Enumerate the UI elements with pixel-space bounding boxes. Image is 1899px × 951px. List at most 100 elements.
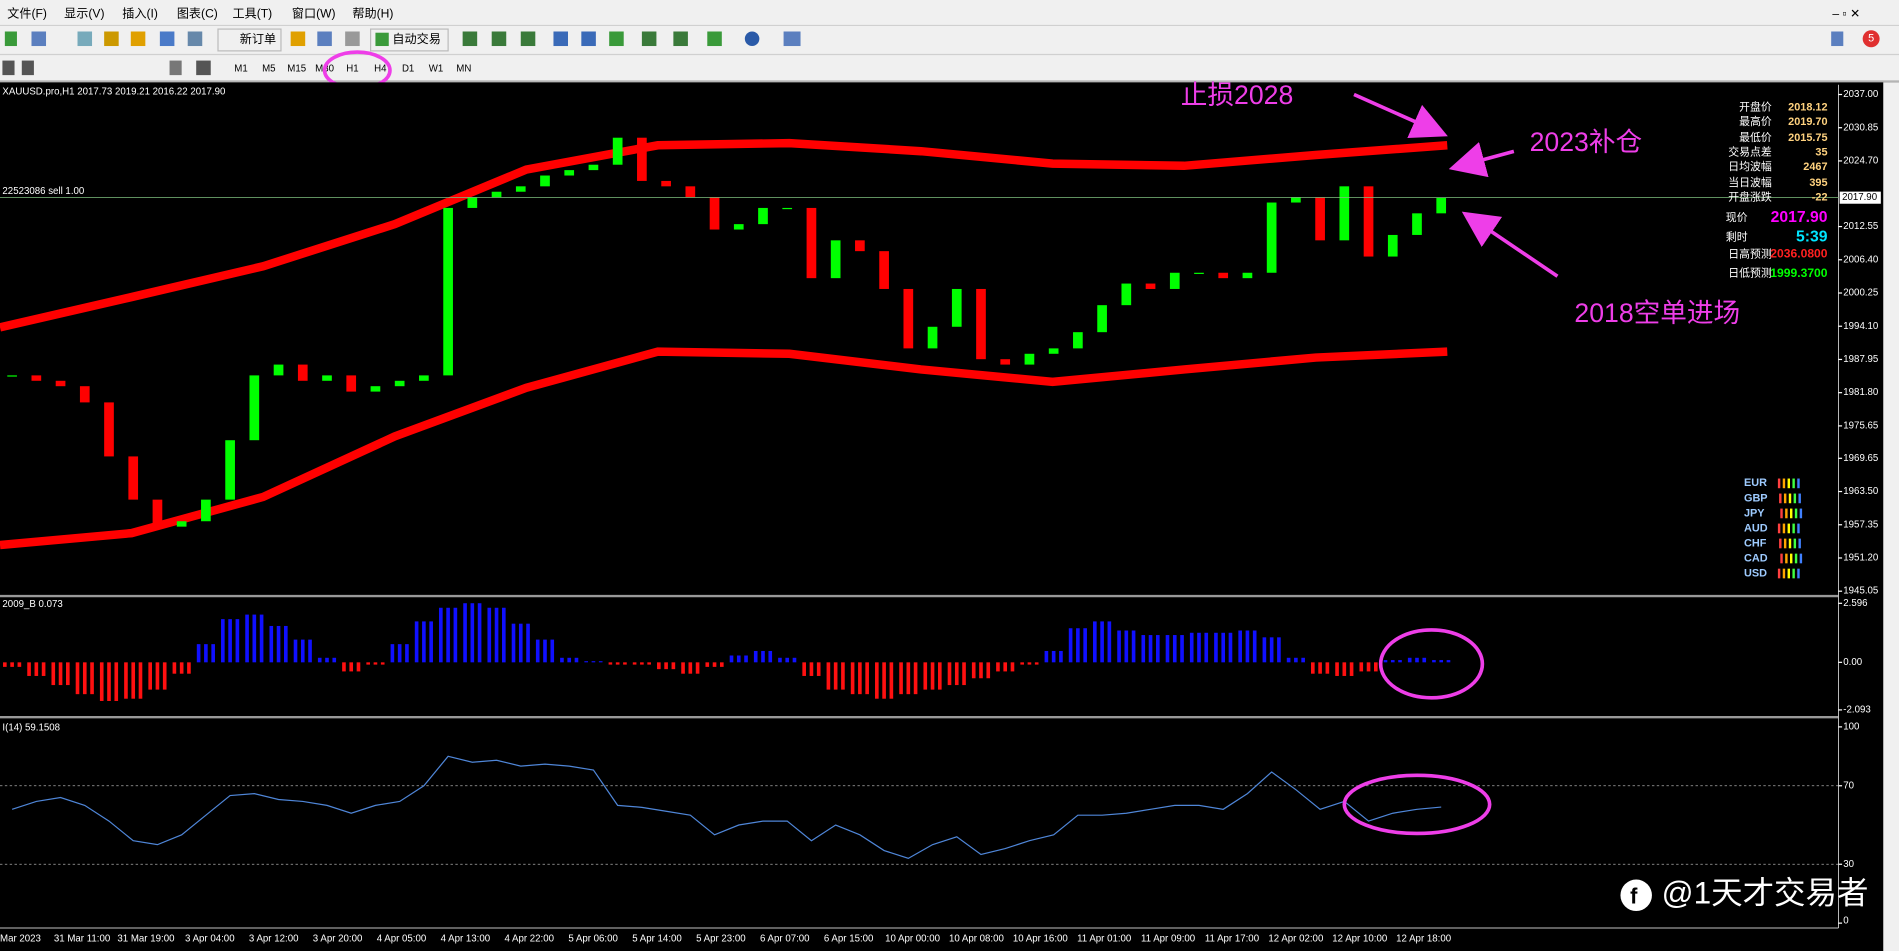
x-tick-label: 6 Apr 07:00 — [760, 933, 810, 944]
plot: 22523086 sell 1.00 2017.90 2037.00 2030.85 2… — [0, 89, 1881, 944]
strength-bar — [1797, 523, 1800, 534]
candle — [758, 207, 768, 225]
candle — [1169, 272, 1180, 289]
candle — [1024, 353, 1035, 365]
timeframes: M1 M5 M15 M30 H1 H4 D1 W1 MN — [234, 64, 471, 75]
auto-trading-button[interactable]: 自动交易 — [392, 31, 440, 46]
candle — [612, 137, 623, 165]
band-upper-band — [0, 138, 1448, 332]
y-tick-label: 0 — [1843, 915, 1849, 926]
info-label: 日高预测 — [1728, 246, 1772, 260]
y-tick-label: 2024.70 — [1843, 155, 1879, 166]
x-tick-label: 31 Mar 19:00 — [117, 933, 175, 944]
strength-bar — [1780, 553, 1783, 564]
timeframe-button[interactable]: M15 — [287, 64, 306, 75]
arrow — [1461, 211, 1559, 278]
candle — [225, 440, 235, 500]
info-value: 2467 — [1803, 161, 1827, 173]
info-label: 最低价 — [1739, 131, 1772, 144]
y-tick-label: 2.596 — [1843, 598, 1867, 609]
info-value: 1999.3700 — [1770, 266, 1827, 280]
info-label: 交易点差 — [1728, 145, 1772, 159]
strength-bar — [1779, 538, 1782, 549]
candle — [1339, 186, 1350, 241]
x-tick-label: 12 Apr 10:00 — [1332, 933, 1388, 944]
currency-label: USD — [1744, 567, 1767, 579]
candle — [491, 191, 502, 198]
y-tick-label: 30 — [1843, 859, 1854, 870]
strength-bar — [1798, 493, 1801, 504]
annotation: 止损2028 — [1181, 80, 1293, 110]
badge — [1862, 30, 1880, 48]
info-value: 5:39 — [1796, 229, 1828, 246]
candle — [394, 380, 405, 387]
menu-item[interactable]: 帮助(H) — [352, 7, 393, 21]
menu-item[interactable]: 插入(I) — [122, 7, 158, 21]
candle — [1266, 202, 1277, 273]
x-tick-label: 4 Apr 22:00 — [504, 933, 554, 944]
candle — [1145, 283, 1156, 289]
menu-item[interactable]: 窗口(W) — [292, 7, 336, 21]
y-tick-label: 0.00 — [1843, 657, 1862, 668]
order-label: 22523086 sell 1.00 — [2, 186, 84, 197]
strength-bar — [1787, 568, 1791, 579]
y-tick-label: 1994.10 — [1843, 321, 1879, 332]
window-border — [1883, 82, 1899, 951]
candle — [540, 175, 550, 187]
candle — [370, 386, 381, 392]
x-tick-label: 10 Apr 16:00 — [1013, 933, 1069, 944]
menu-item[interactable]: 文件(F) — [7, 6, 47, 21]
info-label: 开盘涨跌 — [1728, 189, 1772, 203]
x-tick-label: 4 Apr 13:00 — [441, 933, 491, 944]
timeframe-button[interactable]: M1 — [234, 64, 247, 75]
candle — [588, 164, 599, 171]
strength-bar — [1790, 508, 1793, 519]
candle — [176, 521, 187, 527]
currency-label: CHF — [1744, 537, 1767, 549]
strength-bar — [1777, 568, 1781, 579]
timeframe-button[interactable]: H1 — [346, 64, 358, 75]
candle — [1291, 197, 1301, 203]
strength-bar — [1787, 478, 1791, 489]
y-tick-label: 1987.95 — [1843, 354, 1878, 365]
timeframe-button[interactable]: D1 — [402, 64, 414, 75]
x-tick-label: Mar 2023 — [0, 933, 41, 944]
timeframe-button[interactable]: M5 — [262, 64, 275, 75]
menu-item[interactable]: 显示(V) — [64, 7, 104, 21]
candle — [733, 224, 744, 230]
y-tick-label: 1975.65 — [1843, 420, 1878, 431]
y-tick-label: 2000.25 — [1843, 288, 1878, 299]
x-tick-label: 4 Apr 05:00 — [377, 933, 427, 944]
notification-count[interactable]: 5 — [1868, 33, 1874, 45]
strength-bar — [1793, 493, 1797, 504]
timeframe-button[interactable]: H4 — [374, 64, 387, 75]
info-value: 395 — [1809, 177, 1827, 189]
chart-header: XAUUSD.pro,H1 2017.73 2019.21 2016.22 20… — [2, 87, 226, 98]
strength-bar — [1792, 568, 1795, 579]
info-label: 日低预测 — [1728, 267, 1772, 280]
y-tick-label: 1951.20 — [1843, 553, 1879, 564]
strength-bar — [1792, 478, 1795, 489]
candle — [1097, 305, 1107, 333]
strength-bar — [1777, 478, 1781, 489]
new-order-button[interactable]: 新订单 — [240, 31, 276, 46]
annotation: 2018空单进场 — [1574, 298, 1740, 328]
menu-item[interactable]: 工具(T) — [233, 7, 273, 21]
info-value: 2036.0800 — [1770, 247, 1827, 261]
arrow — [1448, 142, 1515, 178]
chart-bg — [0, 82, 1899, 951]
info-value: -22 — [1812, 191, 1828, 203]
candle — [564, 170, 575, 176]
x-tick-label: 5 Apr 23:00 — [696, 933, 746, 944]
info-label: 当日波幅 — [1728, 175, 1772, 189]
info-value: 2018.12 — [1788, 102, 1827, 114]
timeframe-button[interactable]: MN — [456, 64, 471, 75]
info-value: 2015.75 — [1788, 132, 1827, 144]
y-tick-label: 1963.50 — [1843, 486, 1879, 497]
window-controls[interactable]: – ▫ ✕ — [1832, 7, 1860, 21]
strength-bar — [1797, 478, 1800, 489]
timeframe-button[interactable]: W1 — [429, 64, 444, 75]
candle — [1194, 272, 1204, 274]
candle — [685, 186, 696, 198]
menu-item[interactable]: 图表(C) — [177, 7, 218, 21]
